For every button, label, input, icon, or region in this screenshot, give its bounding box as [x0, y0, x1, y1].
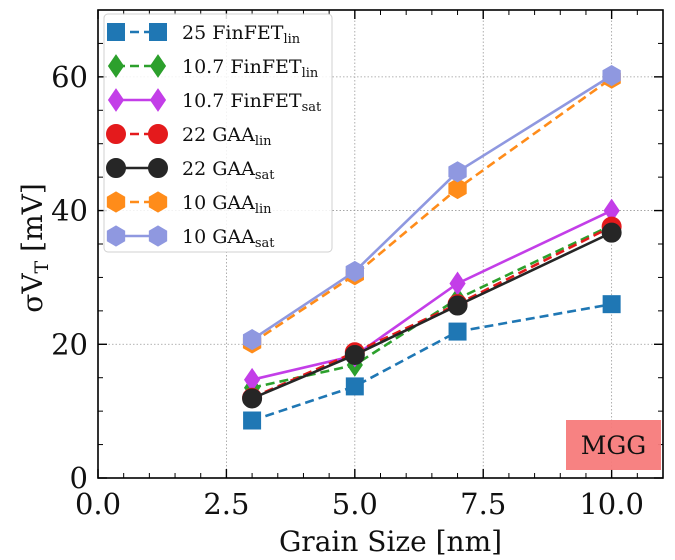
legend-item: 10.7 FinFETsat: [107, 88, 322, 115]
legend-box: [103, 13, 333, 253]
legend-marker: [107, 23, 125, 41]
series-line: [251, 77, 613, 345]
legend-item: 10 GAAlin: [106, 191, 272, 217]
legend-label-subscript: lin: [255, 134, 272, 149]
y-axis-label-subscript: T: [31, 260, 53, 273]
legend-label-main: 10.7 FinFET: [182, 90, 302, 112]
x-tick-label: 2.5: [203, 487, 249, 521]
legend-label-subscript: lin: [255, 202, 272, 217]
x-tick-label: 0.0: [75, 487, 121, 521]
annotation-box: [566, 420, 661, 470]
data-point: [242, 329, 262, 351]
data-point: [448, 177, 467, 200]
y-tick-label: 60: [51, 60, 88, 94]
data-point: [601, 222, 622, 243]
data-point: [345, 260, 364, 282]
legend-label: 22 GAAsat: [182, 158, 275, 183]
legend-label: 25 FinFETlin: [182, 22, 301, 47]
legend-marker: [148, 124, 168, 144]
legend-label-subscript: sat: [302, 100, 322, 115]
y-tick-label: 0: [70, 461, 88, 495]
legend-marker: [148, 191, 168, 213]
tick-labels: 0.0 2.5 5.0 7.5 10.0 0 20 40 60: [51, 60, 644, 521]
legend-label-main: 22 GAA: [182, 158, 255, 180]
legend-marker: [106, 158, 126, 178]
data-point: [448, 322, 467, 341]
x-axis-label: Grain Size [nm]: [279, 525, 502, 558]
mgg-annotation: MGG: [566, 420, 661, 470]
series-line: [251, 209, 613, 381]
legend-item: 22 GAAsat: [106, 158, 275, 183]
legend-label-subscript: sat: [255, 236, 275, 251]
legend-label: 10.7 FinFETsat: [182, 90, 322, 115]
legend-marker: [149, 23, 167, 41]
y-tick-label: 20: [51, 327, 88, 361]
data-point: [602, 64, 621, 87]
legend-marker: [107, 54, 125, 78]
legend-marker: [149, 54, 167, 78]
legend-label-main: 10 GAA: [182, 226, 255, 248]
annotation-text: MGG: [581, 431, 647, 460]
legend-marker: [149, 88, 167, 112]
data-point: [344, 344, 365, 365]
data-point: [447, 295, 468, 316]
x-tick-label: 10.0: [579, 487, 644, 521]
legend-label-main: 25 FinFET: [182, 22, 284, 44]
legend-label: 10.7 FinFETlin: [182, 56, 319, 81]
legend-item: 10 GAAsat: [106, 225, 275, 251]
series-group: [242, 64, 622, 430]
x-tick-label: 5.0: [332, 487, 378, 521]
data-point: [449, 271, 466, 296]
legend-label-subscript: lin: [283, 32, 300, 47]
series-22-gaa-sat: [242, 222, 622, 409]
legend-label: 10 GAAsat: [182, 226, 275, 251]
legend-marker: [148, 158, 168, 178]
legend-label: 22 GAAlin: [182, 124, 272, 149]
legend-marker: [106, 124, 126, 144]
data-point: [345, 377, 364, 396]
legend-item: 10.7 FinFETlin: [107, 54, 319, 81]
y-axis-label-unit: [mV]: [16, 183, 49, 261]
series-line: [251, 225, 613, 399]
series-10-gaa-sat: [242, 64, 621, 351]
series-line: [251, 74, 613, 341]
legend-label-subscript: lin: [302, 66, 319, 81]
series-line: [251, 224, 613, 390]
legend-label-main: 10 GAA: [182, 192, 255, 214]
legend-marker: [148, 225, 168, 247]
legend-marker: [106, 225, 126, 247]
legend-label-subscript: sat: [255, 168, 275, 183]
series-line: [251, 302, 612, 422]
axes: [97, 9, 664, 479]
data-point: [242, 388, 263, 409]
legend-marker: [106, 191, 126, 213]
series-line: [251, 231, 613, 400]
legend-item: 25 FinFETlin: [107, 22, 301, 47]
x-tick-label: 7.5: [460, 487, 506, 521]
y-axis-label-main: σV: [16, 273, 49, 313]
legend-item: 22 GAAlin: [106, 124, 272, 149]
legend-label-main: 22 GAA: [182, 124, 255, 146]
data-point: [448, 161, 467, 183]
series-25-finfet-lin: [243, 295, 621, 430]
y-axis-label: σVT [mV]: [16, 183, 53, 313]
y-tick-label: 40: [51, 194, 88, 228]
data-point: [602, 295, 621, 314]
legend-label: 10 GAAlin: [182, 192, 272, 217]
legend-label-main: 10.7 FinFET: [182, 56, 302, 78]
data-point: [243, 411, 262, 430]
legend-marker: [107, 88, 125, 112]
